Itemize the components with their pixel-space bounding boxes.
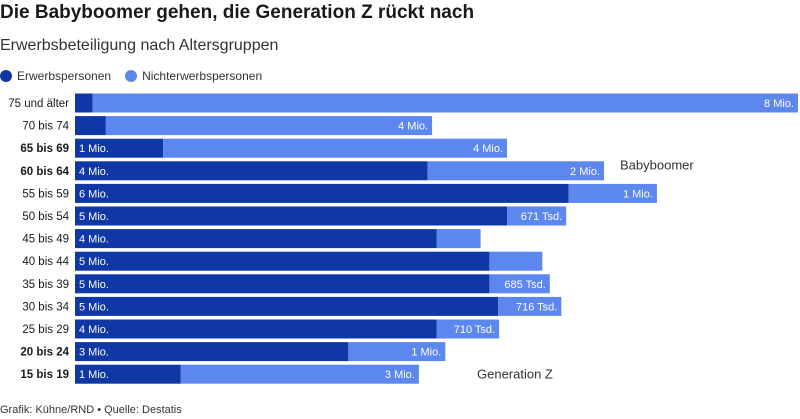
legend-label-nichterwerbspersonen: Nichterwerbspersonen [142,69,263,83]
bar-nichterwerbspersonen-75-und-älter [92,93,798,113]
data-label-erwerbspersonen-20-bis-24: 3 Mio. [79,347,109,359]
bar-erwerbspersonen-45-bis-49 [75,229,437,249]
category-label-75-und-älter: 75 und älter [8,98,69,110]
legend-item-nichterwerbspersonen: Nichterwerbspersonen [125,69,262,83]
bar-nichterwerbspersonen-70-bis-74 [105,116,433,136]
bar-nichterwerbspersonen-45-bis-49 [436,229,481,249]
bar-erwerbspersonen-30-bis-34 [75,296,499,316]
category-label-40-bis-44: 40 bis 44 [22,256,69,268]
data-label-erwerbspersonen-60-bis-64: 4 Mio. [79,166,109,178]
bar-nichterwerbspersonen-20-bis-24 [348,342,446,362]
annotation-generation-z: Generation Z [477,367,553,382]
legend-swatch-nichterwerbspersonen [125,70,138,82]
bar-nichterwerbspersonen-25-bis-29 [436,319,500,339]
data-label-erwerbspersonen-55-bis-59: 6 Mio. [79,188,109,200]
data-label-erwerbspersonen-15-bis-19: 1 Mio. [79,369,109,381]
bar-erwerbspersonen-20-bis-24 [75,342,349,362]
source-note: Grafik: Kühne/RND • Quelle: Destatis [0,404,182,416]
bar-erwerbspersonen-40-bis-44 [75,251,490,271]
bar-erwerbspersonen-60-bis-64 [75,161,428,181]
bar-nichterwerbspersonen-30-bis-34 [498,296,562,316]
data-label-erwerbspersonen-35-bis-39: 5 Mio. [79,279,109,291]
category-label-30-bis-34: 30 bis 34 [22,301,69,313]
data-label-nichterwerbspersonen-70-bis-74: 4 Mio. [398,121,428,133]
data-label-nichterwerbspersonen-25-bis-29: 710 Tsd. [454,324,495,336]
data-label-erwerbspersonen-45-bis-49: 4 Mio. [79,234,109,246]
data-label-nichterwerbspersonen-75-und-älter: 8 Mio. [764,98,794,110]
chart-title: Die Babyboomer gehen, die Generation Z r… [0,2,475,23]
data-label-erwerbspersonen-50-bis-54: 5 Mio. [79,211,109,223]
data-label-erwerbspersonen-40-bis-44: 5 Mio. [79,256,109,268]
bar-erwerbspersonen-65-bis-69 [75,138,164,158]
category-label-55-bis-59: 55 bis 59 [22,188,69,200]
category-label-65-bis-69: 65 bis 69 [20,143,69,155]
legend: Erwerbspersonen Nichterwerbspersonen [0,68,276,84]
chart-subtitle: Erwerbsbeteiligung nach Altersgruppen [0,37,279,54]
data-label-erwerbspersonen-25-bis-29: 4 Mio. [79,324,109,336]
category-label-60-bis-64: 60 bis 64 [20,166,69,178]
legend-item-erwerbspersonen: Erwerbspersonen [0,69,111,83]
bar-erwerbspersonen-55-bis-59 [75,183,569,203]
category-label-15-bis-19: 15 bis 19 [20,369,69,381]
bar-nichterwerbspersonen-65-bis-69 [163,138,508,158]
category-label-35-bis-39: 35 bis 39 [22,279,69,291]
bar-erwerbspersonen-70-bis-74 [75,116,106,136]
data-label-nichterwerbspersonen-30-bis-34: 716 Tsd. [516,301,557,313]
legend-swatch-erwerbspersonen [0,70,12,82]
bar-nichterwerbspersonen-50-bis-54 [507,206,567,226]
data-label-nichterwerbspersonen-60-bis-64: 2 Mio. [570,166,600,178]
data-label-erwerbspersonen-65-bis-69: 1 Mio. [79,143,109,155]
bar-erwerbspersonen-25-bis-29 [75,319,437,339]
category-label-20-bis-24: 20 bis 24 [20,347,69,359]
data-label-nichterwerbspersonen-20-bis-24: 1 Mio. [411,347,441,359]
bar-nichterwerbspersonen-15-bis-19 [180,364,419,384]
annotation-babyboomer: Babyboomer [620,158,694,173]
category-label-50-bis-54: 50 bis 54 [22,211,69,223]
data-label-erwerbspersonen-30-bis-34: 5 Mio. [79,301,109,313]
bar-erwerbspersonen-35-bis-39 [75,274,490,294]
bar-nichterwerbspersonen-60-bis-64 [427,161,605,181]
category-label-25-bis-29: 25 bis 29 [22,324,69,336]
data-label-nichterwerbspersonen-35-bis-39: 685 Tsd. [504,279,545,291]
bar-erwerbspersonen-50-bis-54 [75,206,508,226]
data-label-nichterwerbspersonen-65-bis-69: 4 Mio. [473,143,503,155]
data-label-nichterwerbspersonen-15-bis-19: 3 Mio. [385,369,415,381]
bar-erwerbspersonen-15-bis-19 [75,364,181,384]
bar-nichterwerbspersonen-40-bis-44 [489,251,543,271]
bar-nichterwerbspersonen-35-bis-39 [489,274,550,294]
bar-erwerbspersonen-75-und-älter [75,93,93,113]
bar-nichterwerbspersonen-55-bis-59 [568,183,657,203]
data-label-nichterwerbspersonen-55-bis-59: 1 Mio. [623,188,653,200]
legend-label-erwerbspersonen: Erwerbspersonen [17,69,112,83]
category-label-70-bis-74: 70 bis 74 [22,121,69,133]
category-label-45-bis-49: 45 bis 49 [22,234,69,246]
stacked-bar-chart: 75 und älter 8 Mio. 70 bis 74 4 Mio. 65 bis … [8,93,798,384]
data-label-nichterwerbspersonen-50-bis-54: 671 Tsd. [521,211,562,223]
